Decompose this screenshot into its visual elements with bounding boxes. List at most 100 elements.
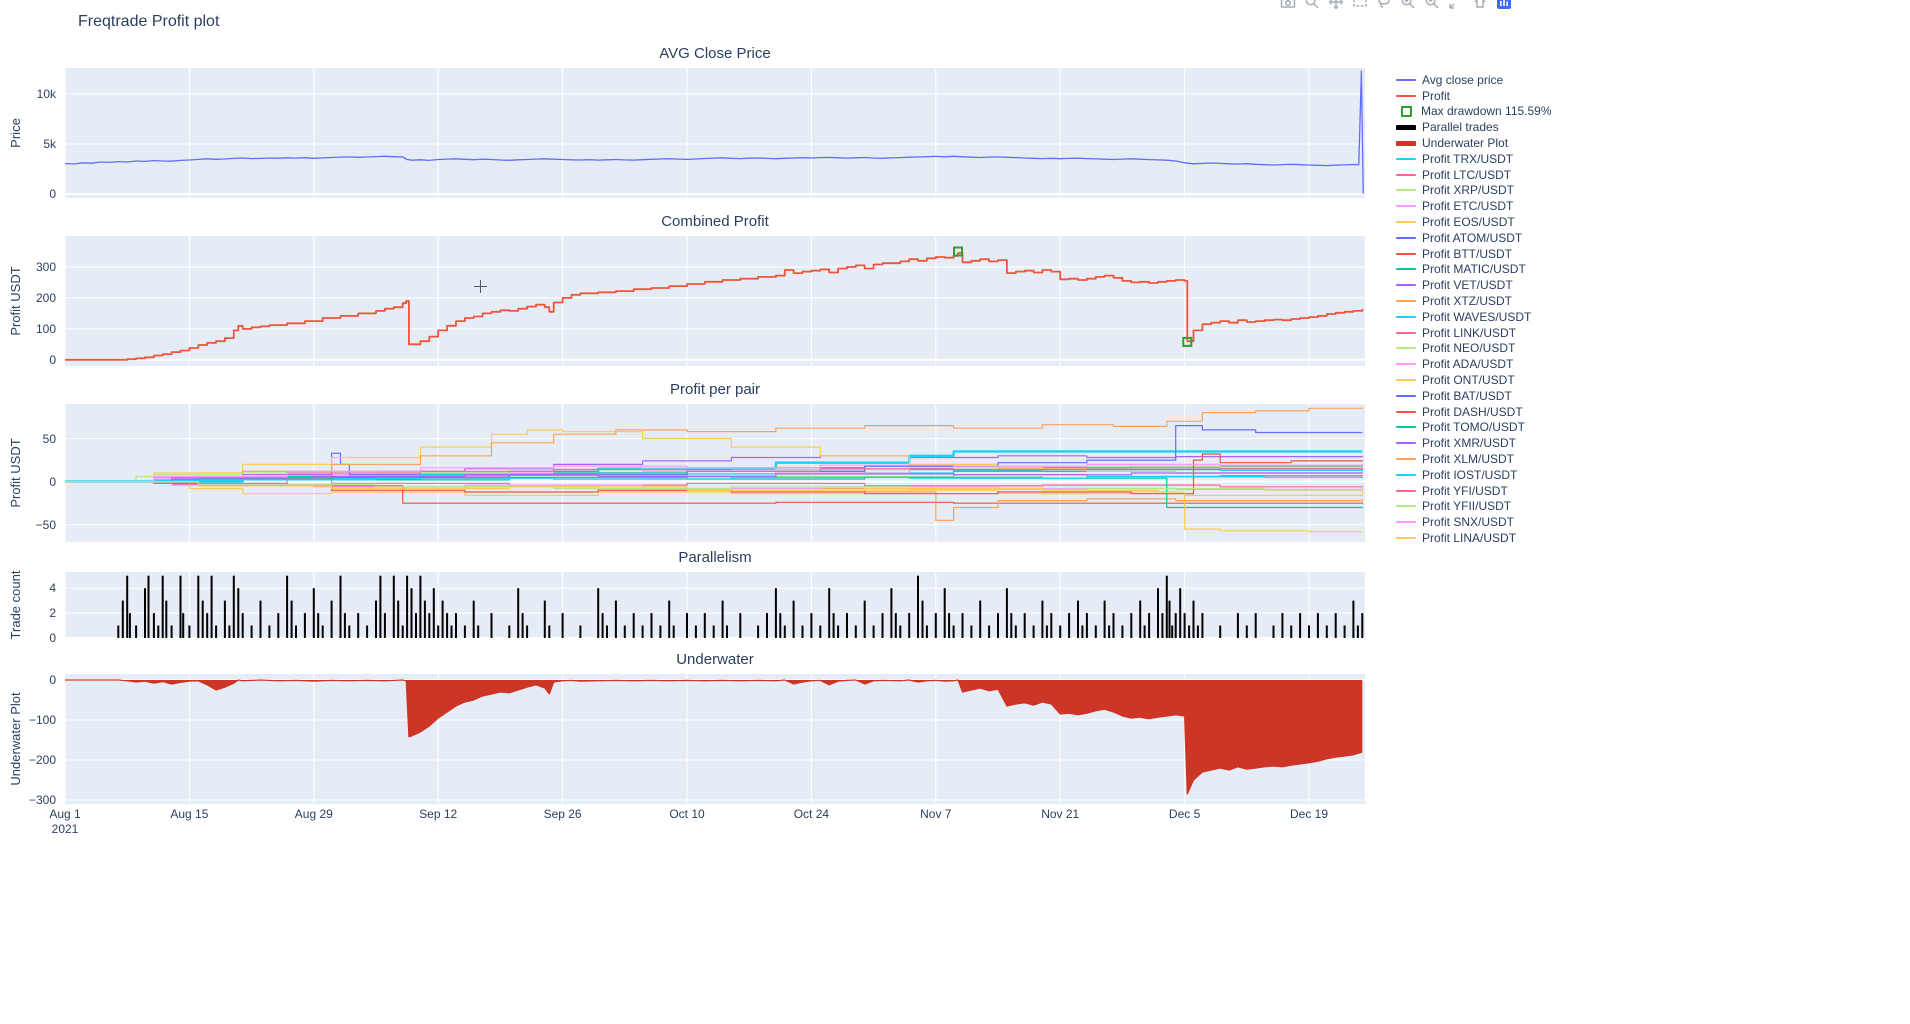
y-tick-label: 300 [35, 259, 56, 274]
pan-button-icon[interactable] [1326, 0, 1345, 11]
x-tick-label: Nov 7 [920, 807, 952, 821]
trace-profit[interactable] [65, 252, 1364, 361]
plot-area-avg-close-price[interactable] [65, 68, 1365, 198]
box-select-button-icon[interactable] [1350, 0, 1369, 11]
y-tick-label: 0 [49, 474, 56, 489]
legend-item-profit-dash-usdt[interactable]: Profit DASH/USDT [1396, 404, 1552, 420]
plot-area-combined-profit[interactable] [65, 236, 1365, 366]
legend-item-profit[interactable]: Profit [1396, 88, 1552, 104]
trace-max-drawdown-115-59-[interactable] [953, 246, 1193, 347]
legend-item-profit-lina-usdt[interactable]: Profit LINA/USDT [1396, 530, 1552, 546]
plotly-modebar [1278, 0, 1513, 11]
legend-item-parallel-trades[interactable]: Parallel trades [1396, 119, 1552, 135]
trace-profit-lina-usdt[interactable] [65, 481, 1363, 533]
legend-item-profit-eos-usdt[interactable]: Profit EOS/USDT [1396, 214, 1552, 230]
legend-item-profit-xlm-usdt[interactable]: Profit XLM/USDT [1396, 451, 1552, 467]
zoom-in-button-icon[interactable] [1398, 0, 1417, 11]
plot-area-parallelism[interactable] [65, 572, 1365, 638]
trace-color-swatch-icon [1396, 94, 1416, 97]
trace-profit-snx-usdt[interactable] [65, 463, 1363, 483]
legend-item-profit-ltc-usdt[interactable]: Profit LTC/USDT [1396, 167, 1552, 183]
trace-profit-vet-usdt[interactable] [65, 455, 1363, 483]
y-axis-title: Underwater Plot [8, 692, 23, 786]
trace-profit-tomo-usdt[interactable] [65, 476, 1363, 509]
trace-profit-xtz-usdt[interactable] [65, 481, 1363, 521]
legend-item-profit-iost-usdt[interactable]: Profit IOST/USDT [1396, 467, 1552, 483]
legend-item-profit-etc-usdt[interactable]: Profit ETC/USDT [1396, 198, 1552, 214]
trace-profit-xmr-usdt[interactable] [65, 472, 1363, 483]
legend-item-profit-tomo-usdt[interactable]: Profit TOMO/USDT [1396, 420, 1552, 436]
legend-item-profit-xmr-usdt[interactable]: Profit XMR/USDT [1396, 435, 1552, 451]
lasso-select-button-icon[interactable] [1374, 0, 1393, 11]
legend-item-avg-close-price[interactable]: Avg close price [1396, 72, 1552, 88]
legend-item-profit-waves-usdt[interactable]: Profit WAVES/USDT [1396, 309, 1552, 325]
trace-underwater-plot[interactable] [65, 679, 1363, 795]
legend-item-profit-trx-usdt[interactable]: Profit TRX/USDT [1396, 151, 1552, 167]
legend-item-profit-vet-usdt[interactable]: Profit VET/USDT [1396, 277, 1552, 293]
legend-label: Profit TOMO/USDT [1422, 420, 1525, 435]
legend-label: Profit XRP/USDT [1422, 183, 1515, 198]
y-tick-label: 0 [49, 187, 56, 201]
y-axis-title: Profit USDT [8, 438, 23, 508]
legend-label: Profit ETC/USDT [1422, 199, 1514, 214]
trace-profit-waves-usdt[interactable] [65, 450, 1363, 483]
x-tick-label: Oct 24 [793, 807, 830, 821]
trace-color-swatch-icon [1396, 394, 1416, 397]
legend-item-max-drawdown-115-59-[interactable]: Max drawdown 115.59% [1396, 104, 1552, 120]
legend-item-profit-ont-usdt[interactable]: Profit ONT/USDT [1396, 372, 1552, 388]
legend-item-profit-yfi-usdt[interactable]: Profit YFI/USDT [1396, 483, 1552, 499]
legend-item-profit-matic-usdt[interactable]: Profit MATIC/USDT [1396, 262, 1552, 278]
x-axis: Aug 1 2021 Aug 15 Aug 29 Sep 12 Sep 26 Oct 10 O… [0, 807, 1910, 841]
legend-item-profit-xtz-usdt[interactable]: Profit XTZ/USDT [1396, 293, 1552, 309]
legend-item-profit-ada-usdt[interactable]: Profit ADA/USDT [1396, 356, 1552, 372]
legend-item-profit-snx-usdt[interactable]: Profit SNX/USDT [1396, 514, 1552, 530]
y-tick-label: −50 [35, 517, 56, 532]
trace-profit-dash-usdt[interactable] [65, 453, 1363, 495]
trace-color-swatch-icon [1396, 221, 1416, 224]
trace-color-swatch-icon [1396, 300, 1416, 303]
trace-parallel-trades[interactable] [117, 575, 1364, 638]
legend-label: Profit SNX/USDT [1422, 515, 1515, 530]
y-tick-label: 2 [49, 606, 56, 621]
legend-label: Profit XLM/USDT [1422, 452, 1515, 467]
trace-avg-close-price[interactable] [65, 70, 1364, 194]
legend-item-profit-bat-usdt[interactable]: Profit BAT/USDT [1396, 388, 1552, 404]
trace-color-swatch-icon [1396, 157, 1416, 160]
trace-profit-iost-usdt[interactable] [65, 475, 1363, 483]
legend-item-profit-neo-usdt[interactable]: Profit NEO/USDT [1396, 341, 1552, 357]
zoom-out-button-icon[interactable] [1422, 0, 1441, 11]
plot-area-profit-per-pair[interactable] [65, 404, 1365, 542]
legend-item-profit-xrp-usdt[interactable]: Profit XRP/USDT [1396, 183, 1552, 199]
y-tick-label: 50 [42, 431, 56, 446]
trace-color-swatch-icon [1396, 537, 1416, 539]
y-tick-label: 0 [49, 673, 56, 687]
screenshot-camera-button-icon[interactable] [1278, 0, 1297, 11]
reset-axes-button-icon[interactable] [1470, 0, 1489, 11]
y-tick-label: −100 [28, 713, 56, 727]
x-tick-label: Oct 10 [669, 807, 705, 821]
legend-label: Profit XTZ/USDT [1422, 294, 1513, 309]
trace-color-swatch-icon [1396, 505, 1416, 508]
trace-profit-yfii-usdt[interactable] [65, 481, 1363, 491]
legend-item-profit-atom-usdt[interactable]: Profit ATOM/USDT [1396, 230, 1552, 246]
autoscale-button-icon[interactable] [1446, 0, 1465, 11]
plotly-logo-icon[interactable] [1494, 0, 1513, 11]
legend-item-underwater-plot[interactable]: Underwater Plot [1396, 135, 1552, 151]
legend-label: Profit ONT/USDT [1422, 373, 1515, 388]
trace-profit-xlm-usdt[interactable] [65, 407, 1363, 483]
legend-item-profit-yfii-usdt[interactable]: Profit YFII/USDT [1396, 499, 1552, 515]
legend-item-profit-btt-usdt[interactable]: Profit BTT/USDT [1396, 246, 1552, 262]
legend-label: Profit YFII/USDT [1422, 499, 1512, 514]
trace-color-swatch-icon [1396, 205, 1416, 208]
legend-label: Max drawdown 115.59% [1421, 104, 1552, 119]
chart-canvas [65, 236, 1365, 366]
plot-area-underwater[interactable] [65, 674, 1365, 804]
legend-label: Profit NEO/USDT [1422, 341, 1516, 356]
zoom-button-icon[interactable] [1302, 0, 1321, 11]
subplot-profit-per-pair: Profit per pair Profit USDT −50 0 50 [0, 381, 1910, 542]
gridlines [65, 572, 1365, 638]
legend-item-profit-link-usdt[interactable]: Profit LINK/USDT [1396, 325, 1552, 341]
trace-profit-ont-usdt[interactable] [65, 429, 1363, 483]
